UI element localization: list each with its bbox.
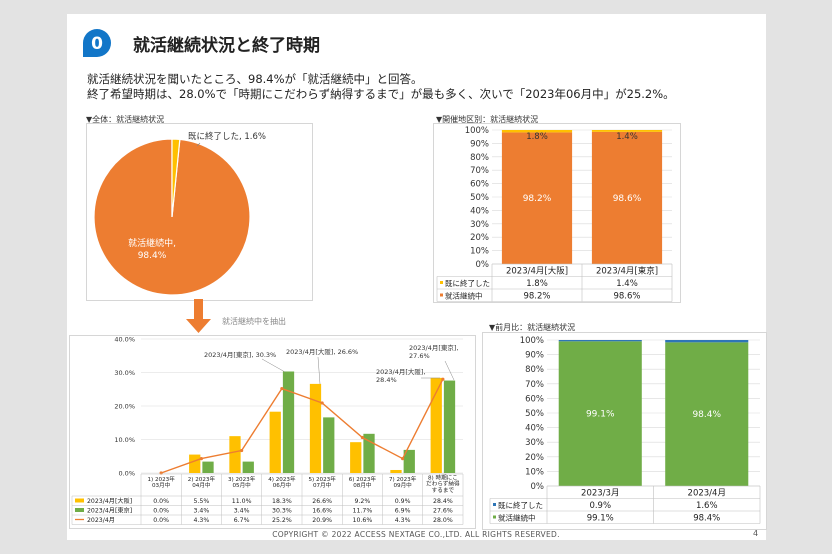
pie-label-main: 就活継続中, 98.4% [128, 237, 176, 261]
summary-line-2: 終了希望時期は、28.0%で「時期にこだわらず納得するまで」が最も多く、次いで「… [87, 87, 675, 101]
page-number: 4 [753, 529, 759, 538]
arrow-label: 就活継続中を抽出 [222, 317, 286, 326]
down-arrow [186, 299, 211, 333]
pie-label-leader [196, 142, 201, 147]
page-title: 就活継続状況と終了時期 [133, 36, 320, 56]
pie-label-small: 既に終了した, 1.6% [188, 131, 266, 142]
pie-slice-1 [171, 138, 181, 218]
month-panel-label: ▼前月比：就活継続状況 [489, 323, 576, 332]
summary-line-1: 就活継続状況を聞いたところ、98.4%が「就活継続中」と回答。 [87, 72, 423, 86]
region-panel-label: ▼開催地区別：就活継続状況 [436, 115, 539, 124]
section-badge [83, 29, 111, 57]
copyright: COPYRIGHT © 2022 ACCESS NEXTAGE CO.,LTD.… [272, 530, 560, 539]
pie-panel-label: ▼全体：就活継続状況 [86, 115, 165, 124]
section-badge-number: 0 [91, 34, 103, 54]
